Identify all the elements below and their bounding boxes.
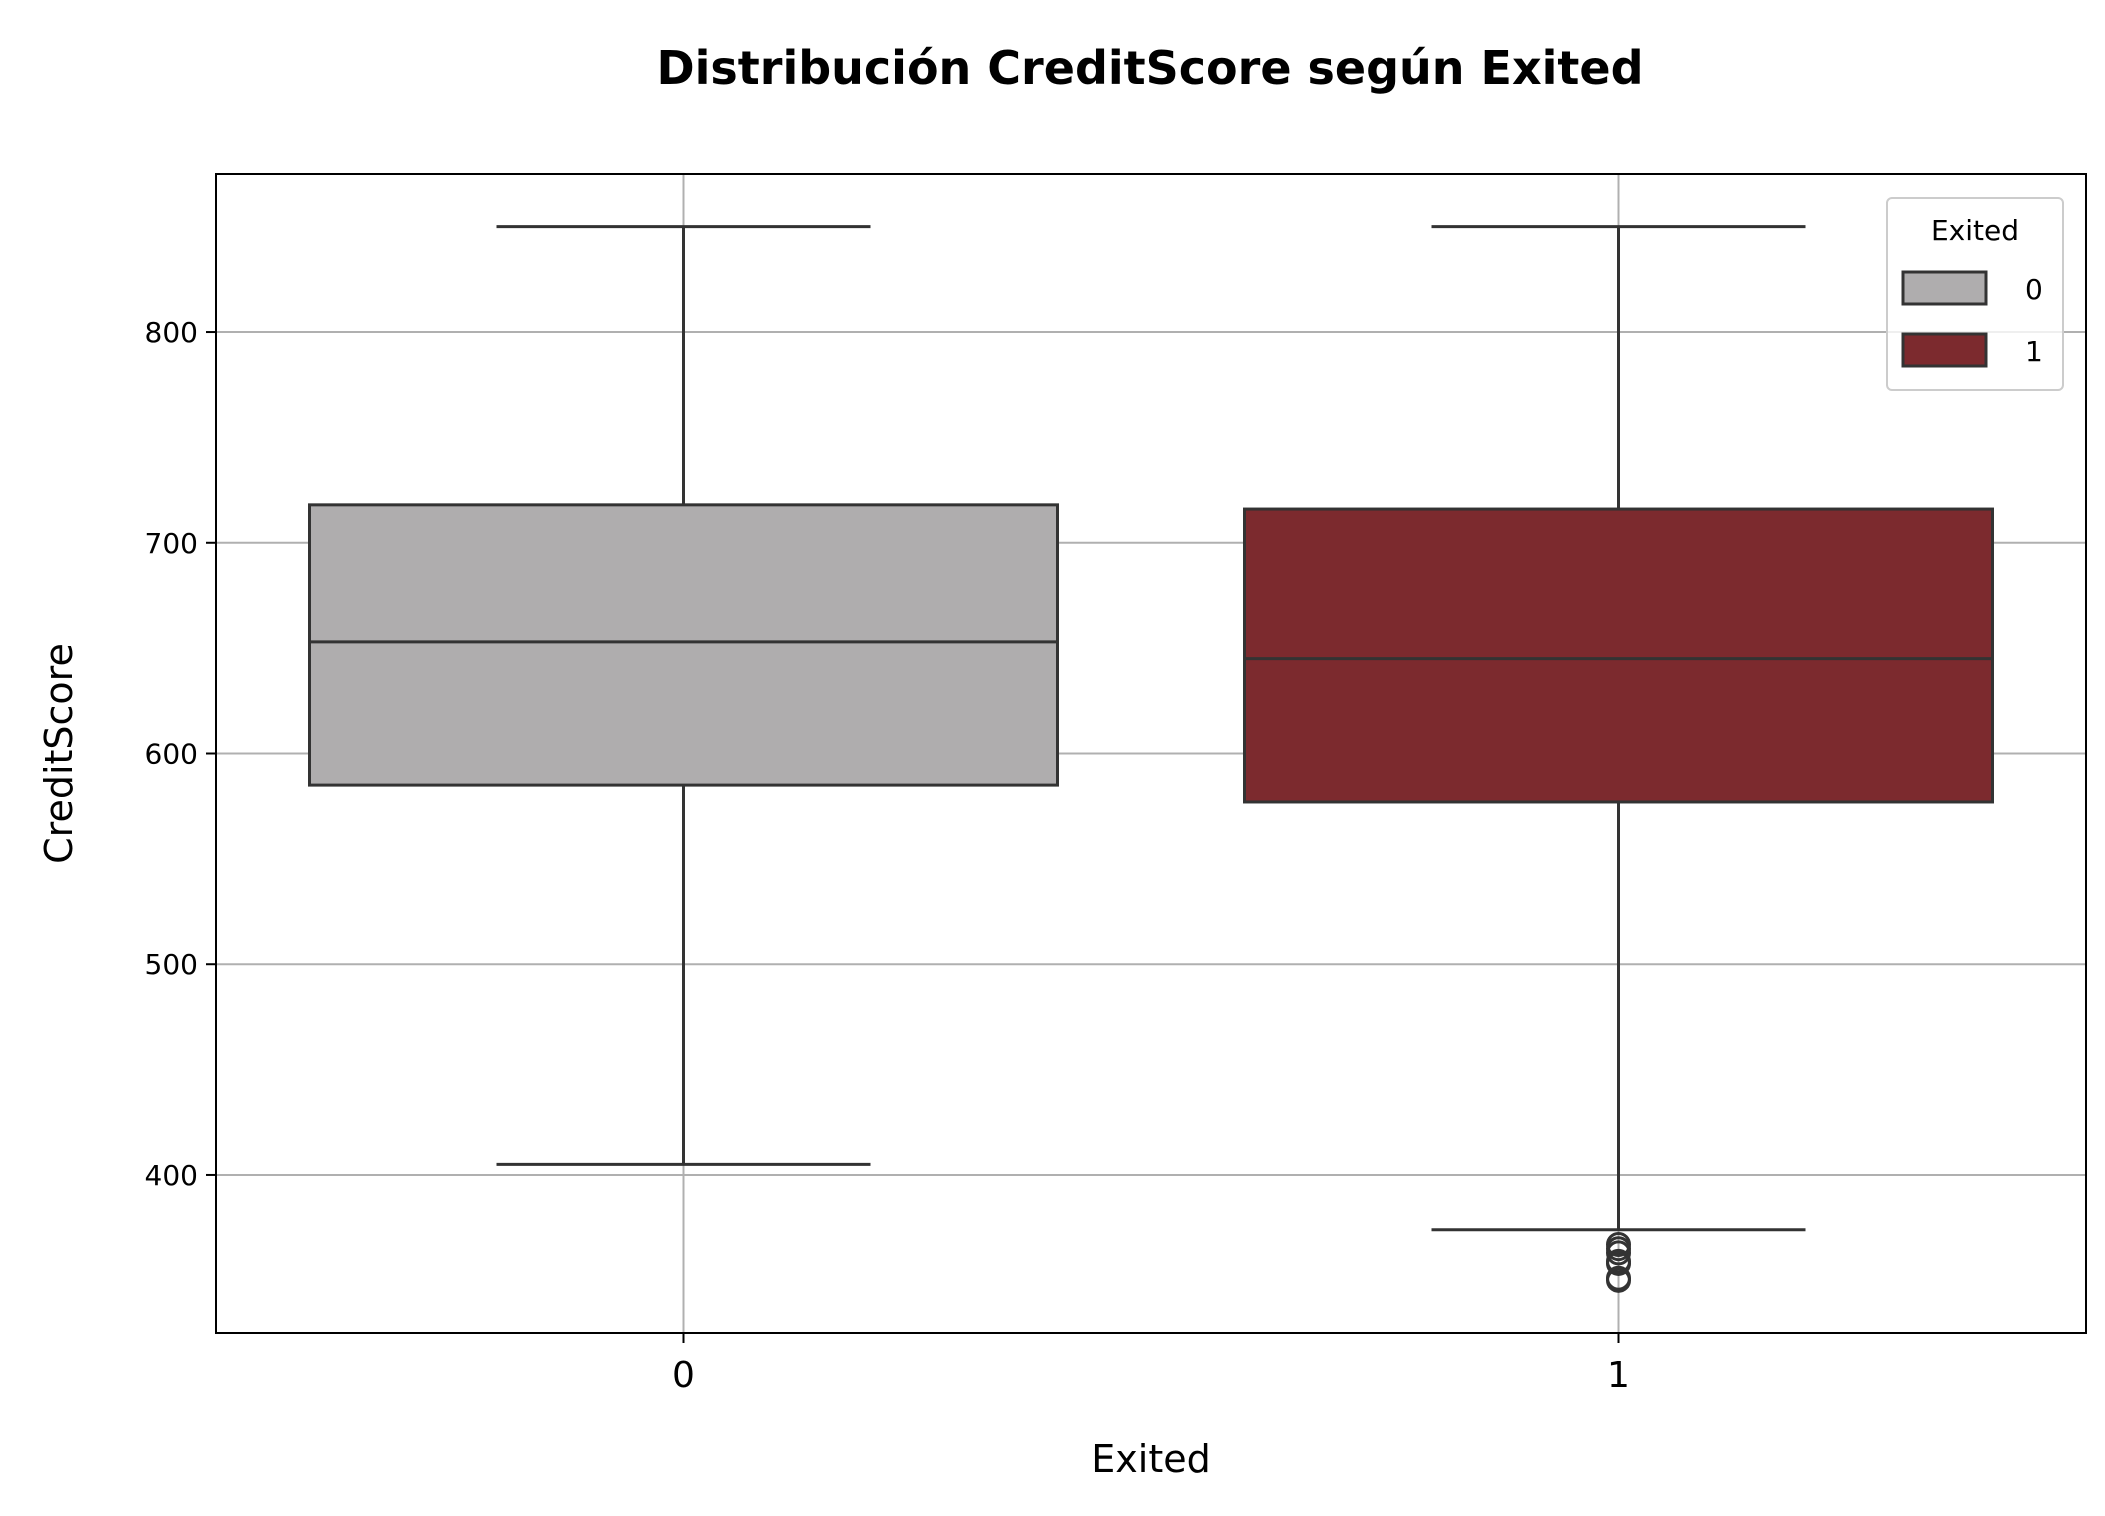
legend-label-0: 0 <box>2025 273 2043 306</box>
y-tick-label: 600 <box>145 738 198 771</box>
legend-title: Exited <box>1931 214 2019 247</box>
legend-label-1: 1 <box>2025 335 2043 368</box>
legend-swatch-1 <box>1901 332 1988 368</box>
outlier-point <box>1606 1265 1631 1291</box>
y-tick-label: 500 <box>145 948 198 981</box>
legend-swatch-0 <box>1901 270 1988 306</box>
y-axis-label: CreditScore <box>37 643 81 864</box>
x-tick-label: 1 <box>1607 1355 1630 1396</box>
chart-title: Distribución CreditScore según Exited <box>656 41 1643 95</box>
box-plots <box>308 225 1994 1293</box>
y-tick-label: 400 <box>145 1159 198 1192</box>
box-0 <box>308 503 1059 787</box>
outlier-point <box>1606 1231 1631 1257</box>
x-axis-label: Exited <box>1091 1437 1210 1481</box>
y-tick-label: 700 <box>145 527 198 560</box>
x-tick-label: 0 <box>672 1355 695 1396</box>
legend: Exited 0 1 <box>1886 197 2064 391</box>
axis-ticks: 400 500 600 700 800 0 1 <box>145 316 1630 1396</box>
box-1 <box>1243 507 1994 804</box>
outlier-point <box>1606 1248 1631 1274</box>
y-tick-label: 800 <box>145 316 198 349</box>
